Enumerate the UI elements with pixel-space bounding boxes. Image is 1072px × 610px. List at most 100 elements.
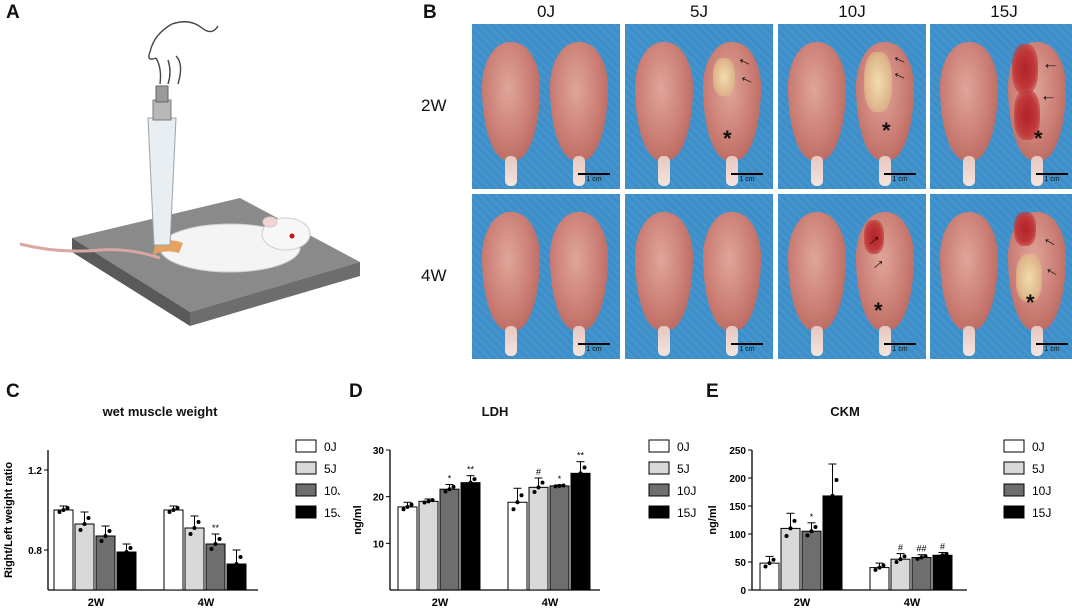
col-label-0j: 0J xyxy=(537,2,555,21)
bar xyxy=(549,485,570,591)
y-tick-label: 20 xyxy=(373,493,385,504)
data-point xyxy=(99,539,104,543)
data-point xyxy=(128,546,133,550)
data-point xyxy=(540,480,545,485)
photo-2w-5j: → → * 1 cm xyxy=(625,24,773,189)
x-tick-label: 4W xyxy=(542,597,559,609)
panel-label-a: A xyxy=(6,2,20,23)
data-point xyxy=(557,483,562,488)
data-point xyxy=(553,484,558,489)
data-point xyxy=(422,500,427,505)
data-point xyxy=(940,553,945,558)
data-point xyxy=(771,557,776,562)
significance-mark: * xyxy=(448,474,452,484)
data-point xyxy=(472,477,477,482)
scale-bar: 1 cm xyxy=(578,343,610,353)
data-point xyxy=(788,526,793,531)
data-point xyxy=(532,490,537,494)
x-tick-label: 2W xyxy=(432,597,449,609)
bar xyxy=(911,557,932,591)
bar xyxy=(528,486,549,591)
y-axis-label: Right/Left weight ratio xyxy=(3,462,15,578)
y-tick-label: 0.8 xyxy=(28,546,42,557)
data-point xyxy=(405,504,410,509)
significance-mark: ** xyxy=(577,451,585,461)
data-point xyxy=(103,534,108,538)
data-point xyxy=(192,526,197,530)
data-point xyxy=(124,550,129,554)
lesion-arrow: → xyxy=(1040,91,1057,110)
photo-2w-15j: → → * 1 cm xyxy=(930,24,1072,189)
data-point xyxy=(902,554,907,559)
significance-mark: ** xyxy=(212,523,220,533)
photo-2w-10j: → → * 1 cm xyxy=(778,24,926,189)
data-point xyxy=(894,560,899,564)
data-point xyxy=(784,533,789,538)
legend-label: 15J xyxy=(1032,506,1051,520)
bar xyxy=(780,527,801,591)
data-point xyxy=(86,516,91,520)
scale-bar: 1 cm xyxy=(884,343,916,353)
bar xyxy=(163,509,184,591)
data-point xyxy=(409,502,414,507)
data-point xyxy=(167,510,172,514)
x-tick-label: 2W xyxy=(794,597,811,609)
data-point xyxy=(426,499,431,504)
legend-swatch xyxy=(1003,483,1025,497)
data-point xyxy=(65,506,70,510)
bar xyxy=(932,554,953,591)
data-point xyxy=(898,557,903,562)
data-point xyxy=(238,555,243,559)
lesion-arrow: → xyxy=(1042,59,1059,78)
data-point xyxy=(519,493,524,498)
data-point xyxy=(805,533,810,538)
data-point xyxy=(561,483,566,488)
data-point xyxy=(175,506,180,510)
col-label-10j: 10J xyxy=(838,2,866,21)
y-tick-label: 250 xyxy=(729,446,746,457)
y-tick-label: 0 xyxy=(740,586,746,597)
significance-mark: ## xyxy=(916,544,926,554)
legend-swatch xyxy=(648,483,670,497)
bar xyxy=(95,535,116,591)
data-point xyxy=(217,537,222,541)
bar xyxy=(205,543,226,591)
chart-title-ckm: CKM xyxy=(830,404,860,419)
y-tick-label: 30 xyxy=(373,446,385,457)
data-point xyxy=(582,465,587,470)
significance-mark: # xyxy=(940,541,945,551)
asterisk-mark: * xyxy=(1034,126,1043,151)
photo-4w-15j: → → * 1 cm xyxy=(930,194,1072,359)
row-label-4w: 4W xyxy=(421,266,447,285)
scale-bar: 1 cm xyxy=(1036,173,1068,183)
data-point xyxy=(826,509,831,514)
photo-4w-0j: 1 cm xyxy=(472,194,620,359)
data-point xyxy=(944,551,949,556)
row-label-2w: 2W xyxy=(421,96,447,115)
legend-label: 10J xyxy=(677,484,696,498)
bar xyxy=(74,523,95,591)
significance-mark: # xyxy=(536,467,541,477)
data-point xyxy=(209,547,214,551)
data-point xyxy=(536,485,541,490)
legend-label: 15J xyxy=(324,506,340,520)
legend-swatch xyxy=(1003,439,1025,453)
data-point xyxy=(830,493,835,498)
significance-mark: * xyxy=(558,474,562,484)
scale-bar: 1 cm xyxy=(884,173,916,183)
data-point xyxy=(936,554,941,559)
x-tick-label: 4W xyxy=(904,597,921,609)
significance-mark: * xyxy=(810,512,814,522)
chart-wet-muscle-weight: 0.8 1.2 Right/Left weight ratio 2W 4W ** 0J 5J 1… xyxy=(3,439,340,609)
data-point xyxy=(57,510,62,514)
data-point xyxy=(234,562,239,566)
asterisk-mark: * xyxy=(874,298,883,323)
data-point xyxy=(881,563,886,568)
panel-label-c: C xyxy=(6,381,20,402)
legend-swatch xyxy=(295,461,317,475)
data-point xyxy=(919,555,924,560)
data-point xyxy=(61,508,66,512)
photo-4w-5j: 1 cm xyxy=(625,194,773,359)
data-point xyxy=(873,567,878,572)
